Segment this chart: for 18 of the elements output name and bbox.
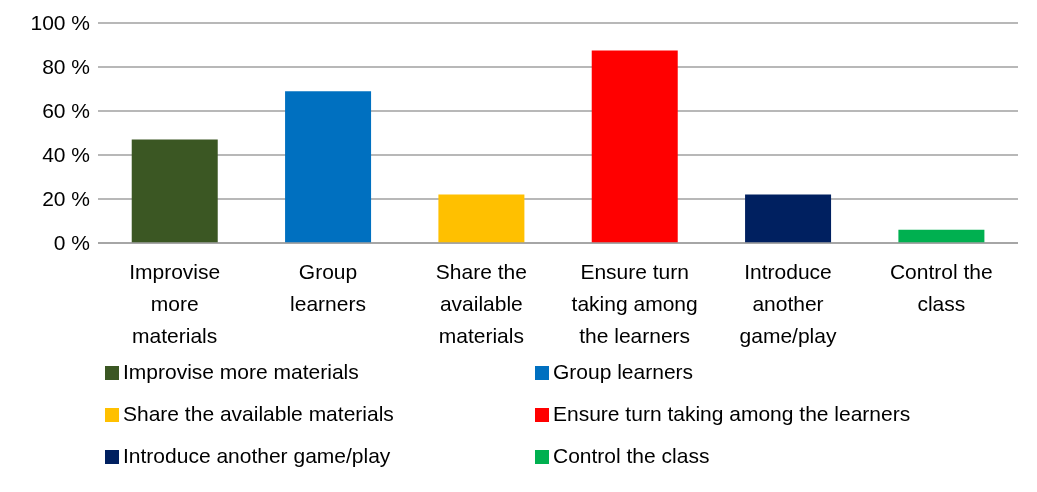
y-tick-label: 0 %: [53, 231, 90, 255]
legend-label: Share the available materials: [123, 402, 394, 425]
y-tick-label: 80 %: [42, 55, 90, 79]
y-tick-label: 100 %: [30, 11, 90, 35]
x-tick-label: Group learners: [290, 260, 366, 315]
legend-label: Ensure turn taking among the learners: [553, 402, 911, 425]
legend-label: Group learners: [553, 360, 694, 383]
y-tick-label: 20 %: [42, 187, 90, 211]
x-tick-label: Introduce another game/play: [739, 260, 837, 347]
y-tick-label: 40 %: [42, 143, 90, 167]
legend-label: Improvise more materials: [123, 360, 359, 383]
legend-label: Introduce another game/play: [123, 444, 391, 467]
y-tick-label: 60 %: [42, 99, 90, 123]
legend-label: Control the class: [553, 444, 710, 467]
x-tick-label: Ensure turn taking among the learners: [571, 260, 698, 347]
x-tick-label: Improvise more materials: [129, 260, 221, 347]
x-tick-label: Control the class: [889, 260, 993, 315]
x-tick-label: Share the available materials: [435, 260, 527, 347]
